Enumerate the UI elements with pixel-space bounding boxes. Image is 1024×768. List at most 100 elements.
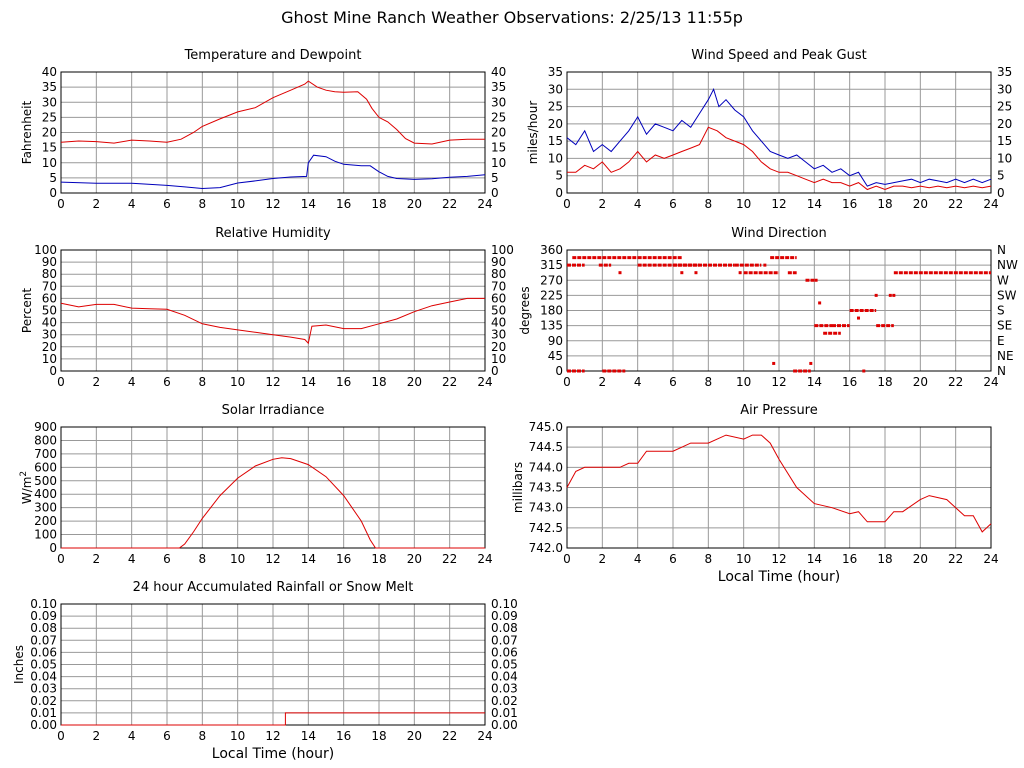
y-tick-label: 5	[49, 171, 57, 185]
right-y-tick-label: N	[997, 243, 1006, 257]
y-tick-label: 500	[34, 474, 57, 488]
direction-point	[772, 361, 776, 365]
y-tick-label: 100	[34, 243, 57, 257]
right-y-tick-label: SE	[997, 319, 1012, 333]
x-tick-label: 12	[265, 375, 280, 389]
y-tick-label: 0	[555, 364, 563, 378]
x-tick-label: 24	[983, 375, 998, 389]
y-tick-label: 0.09	[30, 609, 57, 623]
x-tick-label: 2	[599, 552, 607, 566]
y-tick-label: 40	[42, 65, 57, 79]
x-tick-label: 14	[807, 375, 822, 389]
y-tick-label: 60	[42, 291, 57, 305]
direction-point	[694, 271, 698, 275]
direction-point	[874, 293, 878, 297]
right-y-tick-label: 80	[491, 267, 506, 281]
y-tick-label: 300	[34, 501, 57, 515]
y-tick-label: 20	[548, 117, 563, 131]
plot-frame	[566, 249, 992, 372]
x-tick-label: 20	[913, 197, 928, 211]
x-tick-label: 18	[371, 197, 386, 211]
x-tick-label: 14	[301, 552, 316, 566]
right-y-tick-label: 15	[997, 134, 1012, 148]
y-tick-label: 40	[42, 316, 57, 330]
y-tick-label: 743.5	[529, 481, 563, 495]
x-tick-label: 16	[336, 197, 351, 211]
direction-point	[818, 301, 822, 305]
x-tick-label: 22	[442, 197, 457, 211]
y-tick-label: 15	[548, 134, 563, 148]
y-tick-label: 700	[34, 447, 57, 461]
right-y-tick-label: 35	[491, 80, 506, 94]
series-line-rain-0	[61, 712, 485, 726]
x-tick-label: 10	[230, 375, 245, 389]
x-tick-label: 22	[948, 375, 963, 389]
y-tick-label: 25	[548, 100, 563, 114]
y-tick-label: 0.05	[30, 658, 57, 672]
y-tick-label: 25	[42, 110, 57, 124]
x-tick-label: 6	[669, 552, 677, 566]
right-y-tick-label: 0.02	[491, 694, 518, 708]
right-y-tick-label: E	[997, 334, 1005, 348]
right-y-tick-label: 20	[491, 340, 506, 354]
x-tick-label: 18	[371, 375, 386, 389]
plot-frame	[566, 71, 992, 194]
x-tick-label: 4	[634, 197, 642, 211]
x-tick-label: 0	[563, 197, 571, 211]
x-tick-label: 0	[57, 729, 65, 743]
y-tick-label: 10	[548, 151, 563, 165]
x-tick-label: 2	[93, 552, 101, 566]
right-y-tick-label: 0.07	[491, 633, 518, 647]
x-tick-label: 18	[877, 552, 892, 566]
x-tick-label: 24	[477, 552, 492, 566]
y-tick-label: 45	[548, 349, 563, 363]
y-tick-label: 0.00	[30, 718, 57, 732]
x-tick-label: 24	[983, 552, 998, 566]
chart-title: Wind Direction	[731, 226, 827, 241]
right-y-tick-label: SW	[997, 288, 1017, 302]
x-tick-label: 22	[442, 552, 457, 566]
y-tick-label: 745.0	[529, 420, 563, 434]
y-tick-label: 744.0	[529, 460, 563, 474]
x-tick-label: 6	[163, 552, 171, 566]
x-tick-label: 6	[163, 729, 171, 743]
y-tick-label: 90	[548, 334, 563, 348]
y-tick-label: 10	[42, 156, 57, 170]
right-y-tick-label: 70	[491, 279, 506, 293]
y-axis-label-superscript: 2	[19, 471, 29, 477]
y-axis-label: Percent	[20, 288, 34, 333]
right-y-tick-label: S	[997, 304, 1005, 318]
x-tick-label: 10	[230, 552, 245, 566]
x-tick-label: 8	[199, 375, 207, 389]
direction-point	[892, 293, 896, 297]
x-tick-label: 20	[407, 375, 422, 389]
y-axis-label: degrees	[518, 286, 532, 334]
right-y-tick-label: 0	[997, 186, 1005, 200]
right-y-tick-label: 0.00	[491, 718, 518, 732]
x-tick-label: 8	[705, 375, 713, 389]
y-axis-label: Inches	[12, 645, 26, 684]
y-tick-label: 600	[34, 460, 57, 474]
right-y-tick-label: 25	[997, 100, 1012, 114]
right-y-tick-label: 0	[491, 364, 499, 378]
right-y-tick-label: 0.03	[491, 682, 518, 696]
x-tick-label: 6	[163, 375, 171, 389]
y-tick-label: 0	[49, 186, 57, 200]
y-tick-label: 0	[555, 186, 563, 200]
right-y-tick-label: NE	[997, 349, 1014, 363]
right-y-tick-label: 100	[491, 243, 514, 257]
right-y-tick-label: 40	[491, 316, 506, 330]
x-tick-label: 24	[477, 197, 492, 211]
x-tick-label: 8	[199, 552, 207, 566]
direction-point	[618, 271, 622, 275]
x-tick-label: 2	[93, 197, 101, 211]
y-tick-label: 35	[42, 80, 57, 94]
right-y-tick-label: 20	[997, 117, 1012, 131]
series-line-wind-1	[567, 126, 992, 191]
x-tick-label: 16	[842, 197, 857, 211]
right-y-tick-label: 20	[491, 126, 506, 140]
